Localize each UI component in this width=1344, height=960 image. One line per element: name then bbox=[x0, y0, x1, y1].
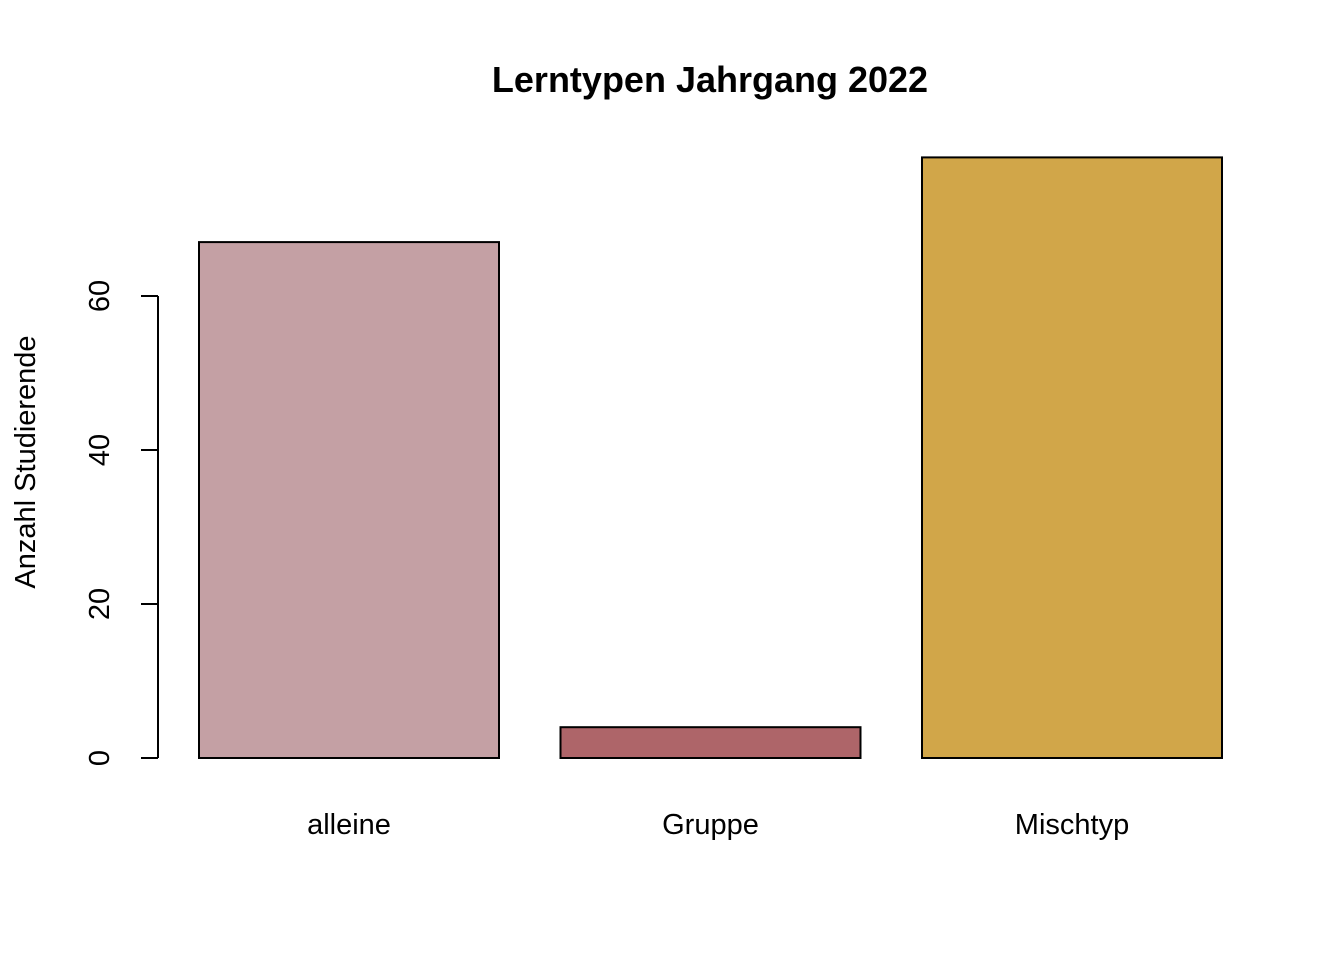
category-label-mischtyp: Mischtyp bbox=[1015, 809, 1129, 841]
y-tick-label: 40 bbox=[84, 434, 116, 466]
y-tick-label: 0 bbox=[84, 750, 116, 766]
bar-alleine bbox=[198, 241, 500, 760]
y-tick-label: 20 bbox=[84, 588, 116, 620]
y-axis-label: Anzahl Studierende bbox=[10, 335, 42, 588]
category-label-gruppe: Gruppe bbox=[662, 809, 759, 841]
y-axis: 0 20 40 60 bbox=[84, 280, 159, 766]
bar-gruppe bbox=[559, 726, 862, 760]
chart-title: Lerntypen Jahrgang 2022 bbox=[492, 59, 928, 100]
category-label-alleine: alleine bbox=[307, 809, 391, 841]
category-labels: alleine Gruppe Mischtyp bbox=[307, 809, 1129, 841]
y-tick-label: 60 bbox=[84, 280, 116, 312]
bar-mischtyp bbox=[921, 156, 1223, 759]
y-ticks: 0 20 40 60 bbox=[84, 280, 158, 766]
bars bbox=[198, 156, 1223, 760]
